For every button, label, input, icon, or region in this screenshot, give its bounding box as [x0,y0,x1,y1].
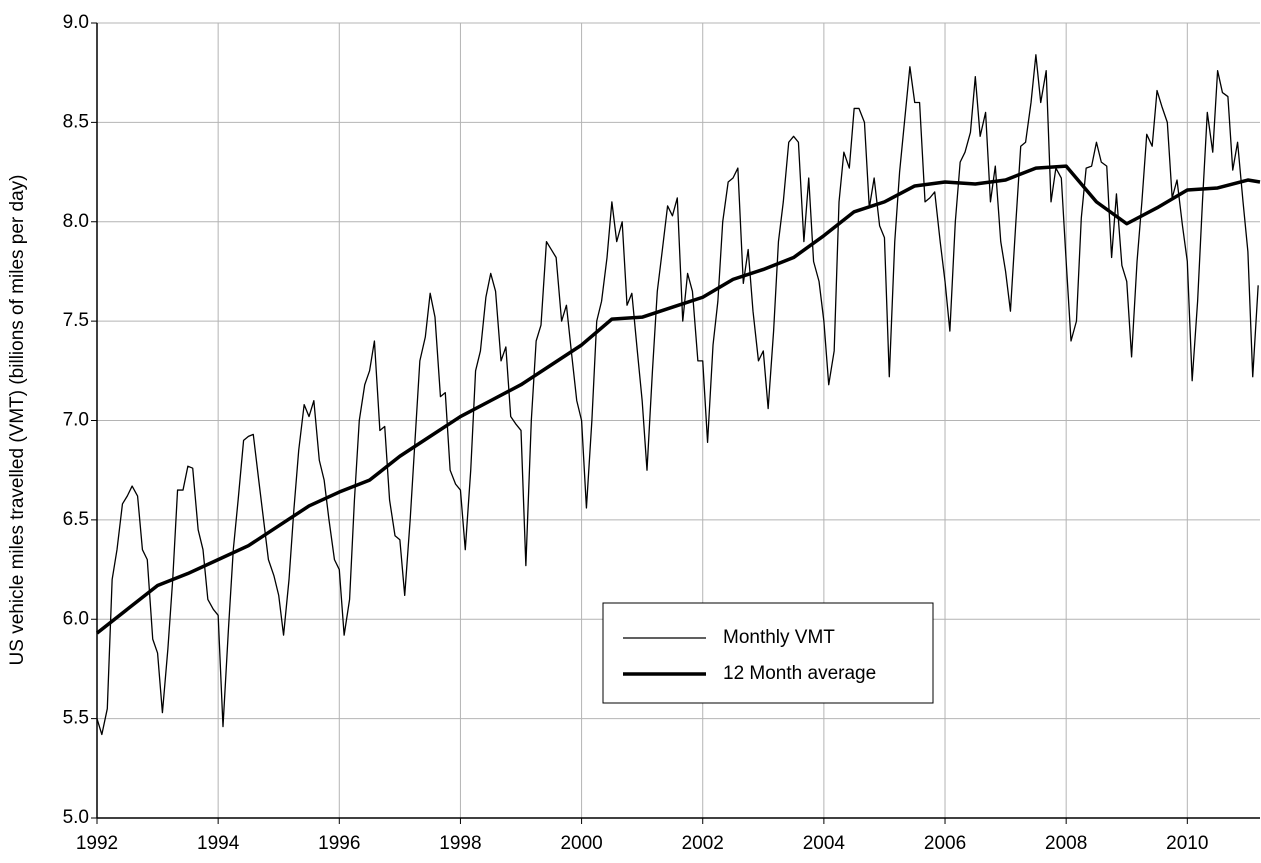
x-tick-label: 2004 [803,833,846,854]
y-tick-label: 6.5 [63,509,89,530]
x-tick-label: 1996 [318,833,360,854]
x-tick-label: 1998 [439,833,481,854]
legend-label: 12 Month average [723,663,876,684]
y-tick-label: 5.5 [63,708,89,729]
y-tick-label: 5.0 [63,807,89,828]
y-tick-label: 8.0 [63,211,89,232]
y-tick-label: 7.0 [63,410,89,431]
series-line [96,54,1259,736]
x-tick-label: 2010 [1166,833,1208,854]
y-tick-label: 7.5 [63,310,89,331]
y-tick-label: 8.5 [63,111,89,132]
legend-box [602,602,934,704]
x-tick-label: 2006 [924,833,966,854]
series-line [95,164,1261,635]
x-tick-label: 1994 [197,833,240,854]
y-tick-label: 6.0 [63,608,89,629]
y-axis-label: US vehicle miles travelled (VMT) (billio… [7,175,28,666]
x-tick-label: 2008 [1045,833,1087,854]
x-tick-label: 2000 [560,833,602,854]
x-tick-label: 2002 [682,833,724,854]
y-tick-label: 9.0 [63,12,89,33]
x-tick-label: 1992 [76,833,118,854]
legend-label: Monthly VMT [723,627,835,648]
